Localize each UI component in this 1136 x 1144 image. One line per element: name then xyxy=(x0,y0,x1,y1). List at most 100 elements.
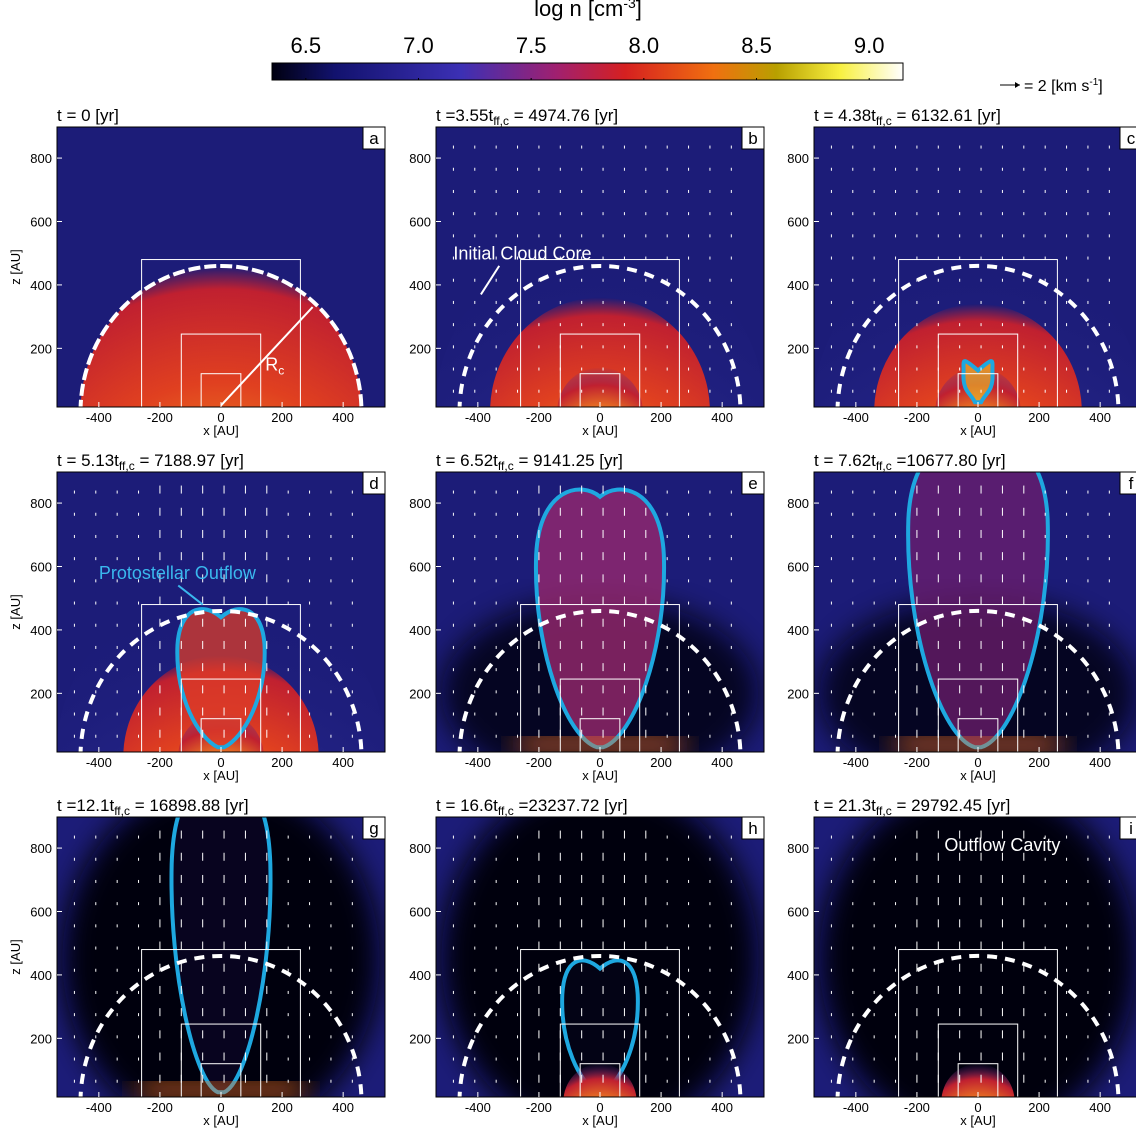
initial-core-circle xyxy=(78,263,364,407)
colorbar-tick-label: 6.5 xyxy=(291,33,322,58)
panel xyxy=(814,472,1136,752)
title-part: ff,c xyxy=(119,459,135,473)
zoom-box xyxy=(937,678,1019,752)
dense-core xyxy=(557,367,643,407)
annotation: Initial Cloud Core xyxy=(453,244,591,264)
x-axis-label: x [AU] xyxy=(203,423,238,438)
title-part: t =3.55t xyxy=(436,106,493,125)
dense-core xyxy=(941,1063,1015,1097)
initial-core-circle xyxy=(78,608,364,752)
colorbar-tick-label: 8.5 xyxy=(741,33,772,58)
title-part: t = 21.3t xyxy=(814,796,876,815)
panel-title: t = 16.6tff,c =23237.72 [yr] xyxy=(436,796,628,818)
zoom-box xyxy=(937,333,1019,407)
zoom-box xyxy=(520,604,680,752)
x-axis-label: x [AU] xyxy=(960,768,995,783)
y-tick-label: 400 xyxy=(30,968,52,983)
panel-letter: g xyxy=(369,819,378,838)
x-tick-label: 0 xyxy=(596,410,603,425)
y-tick-label: 800 xyxy=(30,151,52,166)
initial-core-circle xyxy=(457,608,743,752)
annotation: Outflow Cavity xyxy=(944,835,1060,855)
annotation: Protostellar Outflow xyxy=(99,563,257,583)
dense-core xyxy=(563,1063,637,1097)
zoom-box xyxy=(559,1023,641,1097)
title-part: ff,c xyxy=(114,804,130,818)
panel-title: t = 21.3tff,c = 29792.45 [yr] xyxy=(814,796,1010,818)
y-tick-label: 200 xyxy=(30,341,52,356)
x-tick-label: 200 xyxy=(1028,1100,1050,1115)
panel xyxy=(814,817,1136,1097)
y-tick-label: 800 xyxy=(787,151,809,166)
x-tick-label: 400 xyxy=(332,1100,354,1115)
y-tick-label: 200 xyxy=(30,1031,52,1046)
initial-core-circle xyxy=(835,264,1121,407)
colorbar-tick-label: 7.5 xyxy=(516,33,547,58)
rc-sub: c xyxy=(278,364,284,378)
panel-title: t = 0 [yr] xyxy=(57,106,119,125)
x-tick-label: -200 xyxy=(904,1100,930,1115)
y-tick-label: 600 xyxy=(30,904,52,919)
panel-letter: c xyxy=(1127,129,1136,148)
y-axis-label: z [AU] xyxy=(8,939,23,974)
x-axis-label: x [AU] xyxy=(582,1113,617,1128)
title-part: t = 0 [yr] xyxy=(57,106,119,125)
x-tick-label: 200 xyxy=(1028,755,1050,770)
y-tick-label: 400 xyxy=(30,623,52,638)
y-tick-label: 400 xyxy=(409,623,431,638)
y-tick-label: 200 xyxy=(409,686,431,701)
zoom-box xyxy=(141,259,301,407)
x-tick-label: 200 xyxy=(1028,410,1050,425)
velocity-key-head xyxy=(1015,82,1020,88)
y-tick-label: 400 xyxy=(409,968,431,983)
outflow-boundary xyxy=(175,607,267,750)
letter-box xyxy=(1119,126,1136,150)
title-part: = 4974.76 [yr] xyxy=(509,106,618,125)
x-tick-label: 400 xyxy=(332,755,354,770)
letter-box xyxy=(741,816,765,840)
y-axis-label: z [AU] xyxy=(8,594,23,629)
x-tick-label: -200 xyxy=(147,410,173,425)
zoom-box xyxy=(579,1063,621,1097)
title-part: =10677.80 [yr] xyxy=(892,451,1006,470)
x-tick-label: -400 xyxy=(86,1100,112,1115)
y-tick-label: 200 xyxy=(409,1031,431,1046)
zoom-box xyxy=(180,678,262,752)
x-tick-label: -400 xyxy=(465,410,491,425)
y-tick-label: 800 xyxy=(409,841,431,856)
panel xyxy=(57,817,385,1097)
y-axis-label: z [AU] xyxy=(8,249,23,284)
panel-letter: i xyxy=(1129,819,1133,838)
zoom-box xyxy=(180,1023,262,1097)
y-tick-label: 600 xyxy=(787,214,809,229)
y-tick-label: 400 xyxy=(787,623,809,638)
x-tick-label: 0 xyxy=(974,1100,981,1115)
zoom-box xyxy=(559,333,641,407)
y-tick-label: 800 xyxy=(787,841,809,856)
title-part: = 6132.61 [yr] xyxy=(892,106,1001,125)
title-part: ff,c xyxy=(876,804,892,818)
rc-text: R xyxy=(265,355,278,375)
y-tick-label: 200 xyxy=(787,341,809,356)
initial-core-circle xyxy=(835,609,1121,752)
colorbar-tick-label: 7.0 xyxy=(403,33,434,58)
zoom-box xyxy=(200,718,242,752)
letter-box xyxy=(1119,816,1136,840)
x-tick-label: -200 xyxy=(904,755,930,770)
x-axis-label: x [AU] xyxy=(582,768,617,783)
x-tick-label: 200 xyxy=(271,1100,293,1115)
zoom-box xyxy=(141,604,301,752)
y-tick-label: 400 xyxy=(787,968,809,983)
zoom-box xyxy=(957,373,999,407)
zoom-box xyxy=(957,718,999,752)
y-tick-label: 400 xyxy=(30,278,52,293)
title-part: = 9141.25 [yr] xyxy=(514,451,623,470)
colorbar-tick-label: 9.0 xyxy=(854,33,885,58)
disk xyxy=(517,737,683,752)
x-tick-label: 0 xyxy=(974,755,981,770)
colorbar xyxy=(271,62,904,81)
x-tick-label: -400 xyxy=(86,755,112,770)
x-axis-label: x [AU] xyxy=(203,1113,238,1128)
zoom-box xyxy=(200,1063,242,1097)
